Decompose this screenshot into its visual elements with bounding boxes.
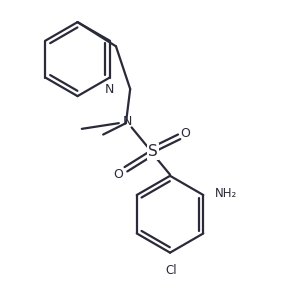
Text: NH₂: NH₂ — [215, 187, 237, 200]
Text: O: O — [113, 168, 123, 181]
Text: N: N — [105, 83, 114, 96]
Text: S: S — [148, 144, 158, 159]
Text: O: O — [180, 127, 190, 140]
Text: N: N — [123, 115, 132, 128]
Text: Cl: Cl — [166, 264, 177, 277]
